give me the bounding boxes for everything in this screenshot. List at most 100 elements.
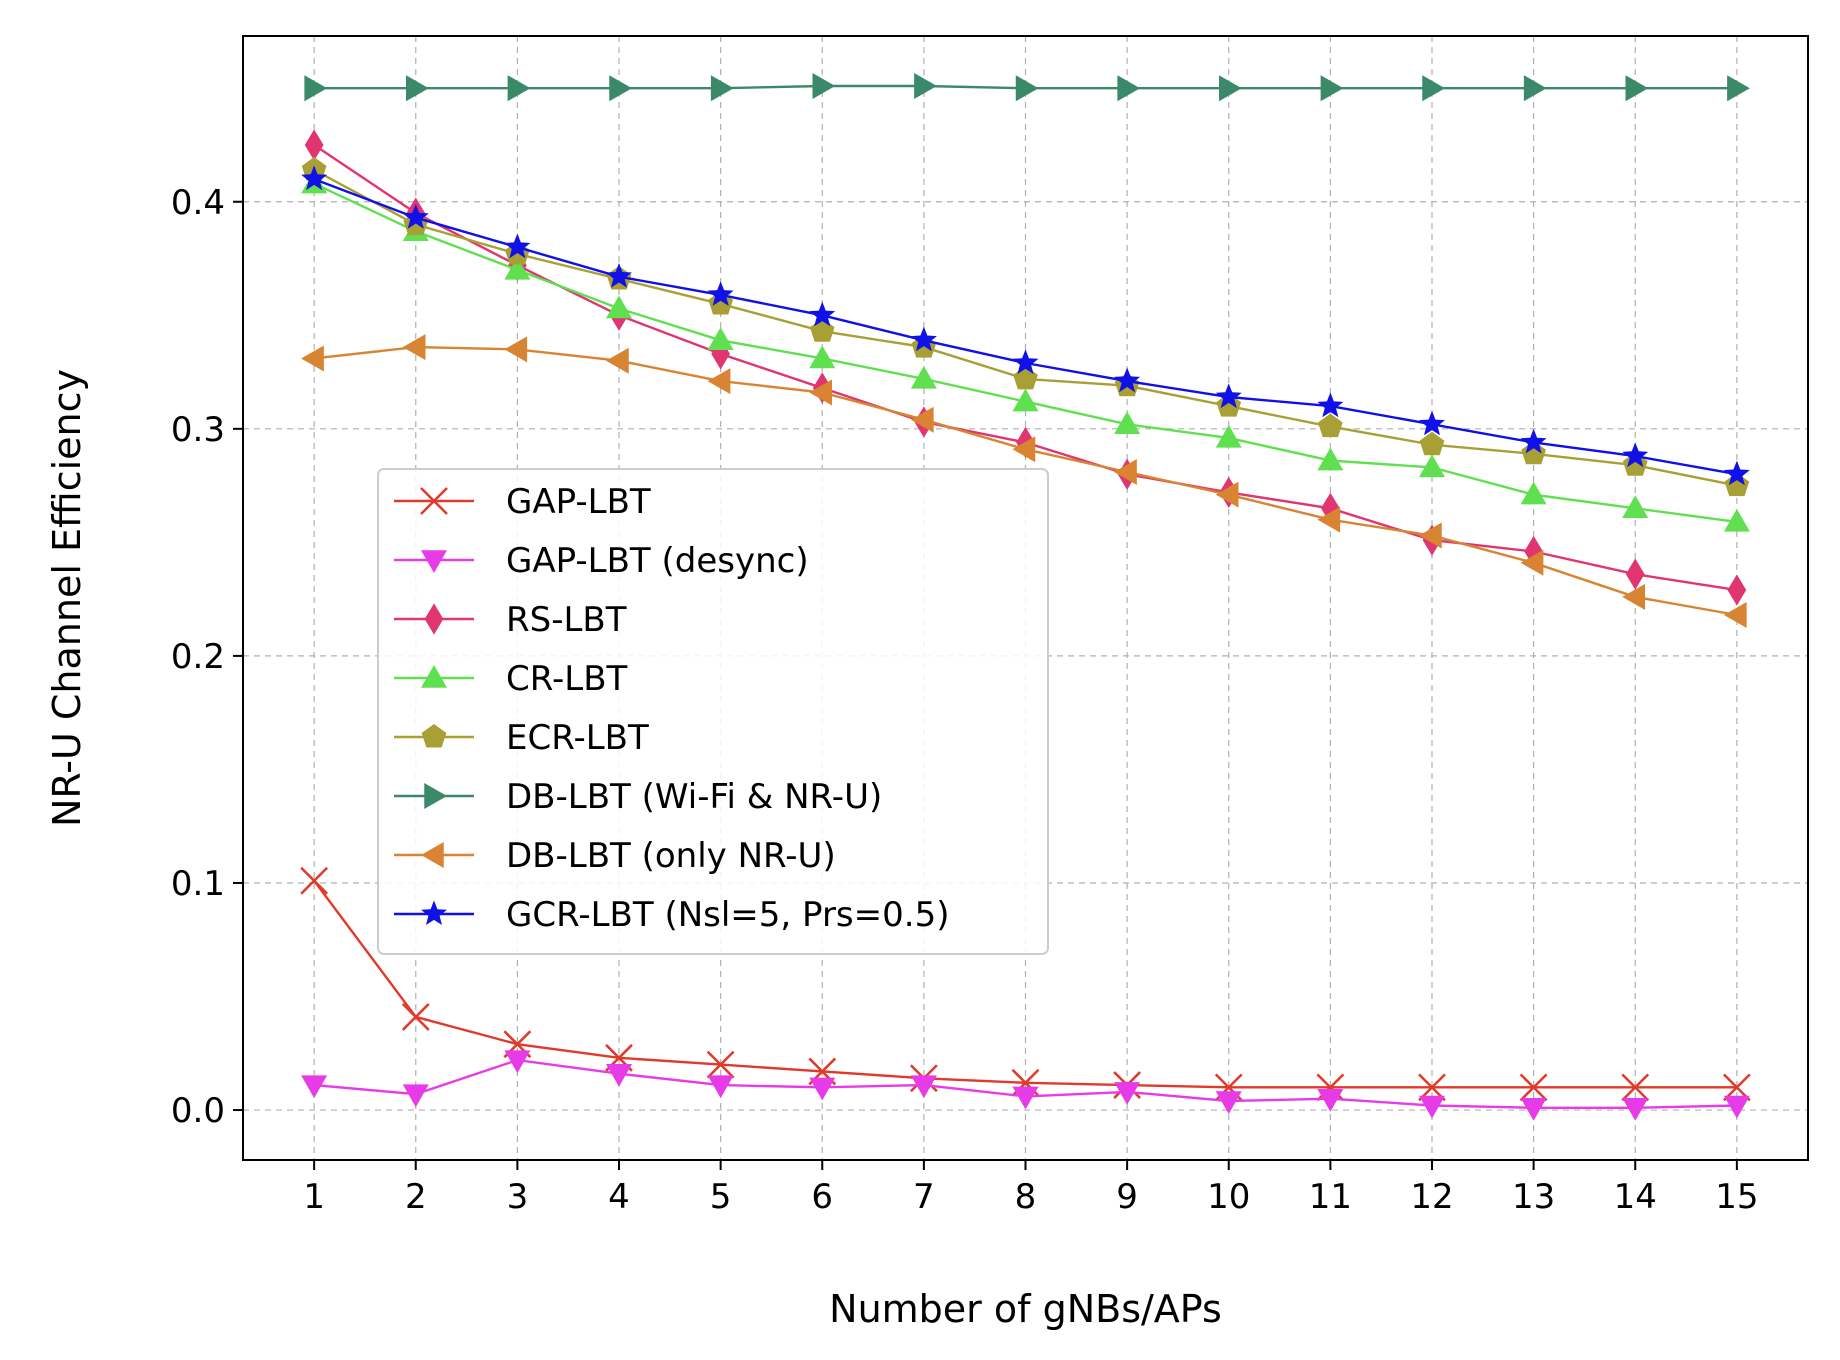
series-2 <box>301 1050 1750 1121</box>
x-tick-label: 4 <box>608 1177 630 1217</box>
y-tick-label: 0.4 <box>171 183 225 223</box>
data-point <box>1012 1086 1039 1110</box>
data-point <box>910 406 934 433</box>
data-point <box>1622 495 1649 519</box>
data-point <box>1418 454 1445 478</box>
data-point <box>1215 481 1239 508</box>
data-point <box>402 1084 429 1108</box>
data-point <box>1114 367 1141 393</box>
y-axis-title: NR-U Channel Efficiency <box>45 369 89 827</box>
data-point <box>1418 1095 1445 1119</box>
data-point <box>1727 574 1747 606</box>
legend-item: ECR-LBT <box>394 718 649 758</box>
data-point <box>707 327 734 351</box>
x-tick-label: 7 <box>913 1177 935 1217</box>
data-point <box>1419 431 1445 456</box>
data-point <box>1012 436 1036 463</box>
legend-marker <box>421 550 447 573</box>
data-point <box>1520 1098 1547 1121</box>
data-point <box>1418 522 1442 549</box>
ticks: 1 2 3 4 5 6 7 8 9 10 11 12 13 14 150.00.10.20.30.4 <box>171 183 1759 1217</box>
data-point <box>706 1050 735 1079</box>
data-point <box>1519 1073 1548 1102</box>
x-tick-label: 5 <box>710 1177 732 1217</box>
legend-label: ECR-LBT <box>506 718 649 758</box>
legend-item: GCR-LBT (Nsl=5, Prs=0.5) <box>394 895 949 935</box>
data-point <box>1520 481 1547 505</box>
data-point <box>1625 558 1645 590</box>
data-point <box>402 334 426 361</box>
legend-item: GAP-LBT <box>394 482 651 522</box>
x-tick-label: 6 <box>811 1177 833 1217</box>
data-point <box>301 345 324 372</box>
x-tick-label: 2 <box>405 1177 427 1217</box>
data-point <box>910 1075 937 1099</box>
data-point <box>1114 1082 1141 1105</box>
data-point <box>809 345 836 369</box>
data-point <box>402 204 429 229</box>
data-point <box>914 72 937 99</box>
data-point <box>1625 75 1649 102</box>
series-8 <box>301 165 1750 486</box>
legend-label: DB-LBT (only NR-U) <box>506 836 836 876</box>
data-point <box>1114 411 1141 435</box>
data-point <box>1216 393 1242 417</box>
data-point <box>809 301 836 327</box>
series-6 <box>304 72 1750 102</box>
data-point <box>609 75 633 102</box>
legend-item: CR-LBT <box>394 659 628 699</box>
data-point <box>504 256 531 280</box>
x-tick-label: 15 <box>1715 1177 1758 1217</box>
data-point <box>606 295 633 319</box>
data-point <box>707 281 734 306</box>
data-point <box>1520 549 1544 576</box>
data-point <box>809 379 833 406</box>
y-tick-label: 0.1 <box>171 864 225 904</box>
legend-marker <box>421 900 447 925</box>
legend-marker <box>421 842 444 868</box>
data-point <box>1727 75 1750 102</box>
data-point <box>1622 442 1649 468</box>
data-point <box>707 1075 734 1099</box>
data-point <box>606 263 632 288</box>
data-point <box>406 75 429 102</box>
data-point <box>1621 1073 1650 1102</box>
data-point <box>1117 75 1141 102</box>
data-point <box>1723 1095 1750 1119</box>
data-point <box>1317 447 1344 471</box>
data-point <box>1520 428 1547 454</box>
data-point <box>504 233 531 259</box>
data-point <box>707 368 731 395</box>
data-point <box>507 75 531 102</box>
x-tick-label: 14 <box>1614 1177 1657 1217</box>
x-tick-label: 8 <box>1015 1177 1037 1217</box>
legend-item: DB-LBT (only NR-U) <box>394 836 836 876</box>
data-point <box>809 1077 836 1101</box>
x-tick-label: 1 <box>303 1177 325 1217</box>
series-7 <box>301 334 1747 629</box>
data-point <box>1723 460 1750 486</box>
data-point <box>304 129 324 161</box>
data-point <box>1318 413 1343 438</box>
data-point <box>1317 506 1341 533</box>
legend-marker <box>421 665 447 688</box>
data-point <box>1419 410 1445 436</box>
data-point <box>1218 75 1242 102</box>
data-point <box>304 75 328 102</box>
legend-label: GAP-LBT <box>506 482 651 522</box>
data-point <box>401 1003 430 1031</box>
data-point <box>1317 1088 1344 1112</box>
data-point <box>1723 602 1747 629</box>
y-tick-label: 0.3 <box>171 410 225 450</box>
data-point <box>1723 508 1750 532</box>
x-tick-label: 9 <box>1116 1177 1138 1217</box>
data-point <box>606 1063 633 1087</box>
data-point <box>1320 75 1344 102</box>
legend-label: GAP-LBT (desync) <box>506 541 809 581</box>
legend-label: CR-LBT <box>506 659 628 699</box>
legend-item: GAP-LBT (desync) <box>394 541 809 581</box>
legend-marker <box>421 724 447 748</box>
series-1 <box>300 866 1751 1102</box>
x-axis-title: Number of gNBs/APs <box>829 1287 1222 1331</box>
